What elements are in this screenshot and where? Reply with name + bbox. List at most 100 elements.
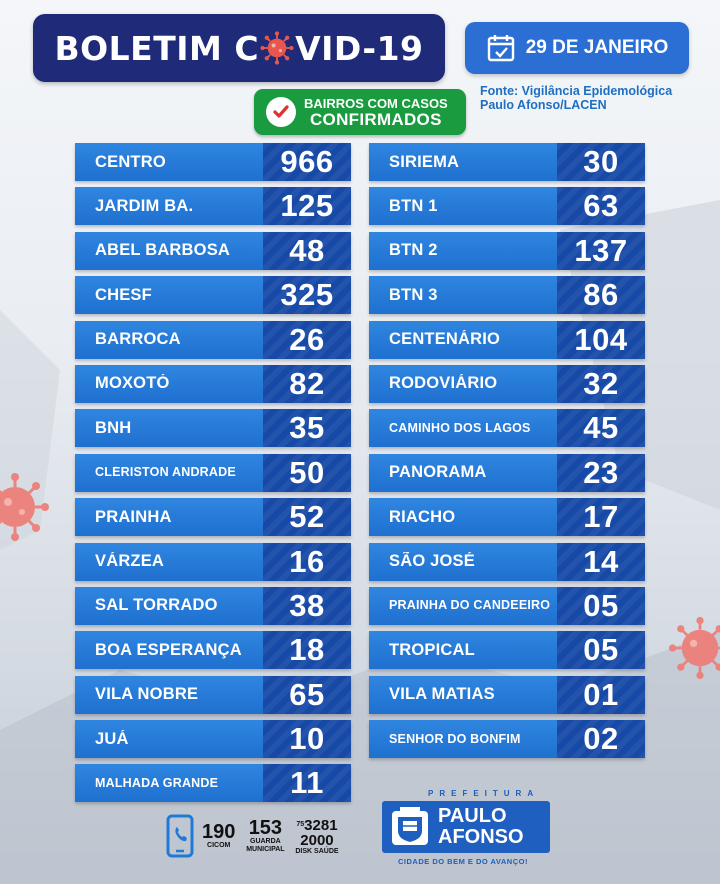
emergency-contacts: 190 CICOM 153 GUARDA MUNICIPAL 753281 20… xyxy=(166,812,339,860)
neighborhood-row: SAL TORRADO 38 xyxy=(75,586,351,625)
neighborhood-row: BOA ESPERANÇA 18 xyxy=(75,631,351,670)
data-source: Fonte: Vigilância Epidemológica Paulo Af… xyxy=(480,84,710,112)
neighborhood-row: CAMINHO DOS LAGOS 45 xyxy=(369,409,645,448)
neighborhood-row: SÃO JOSÉ 14 xyxy=(369,542,645,581)
neighborhood-name: VÁRZEA xyxy=(95,552,165,571)
title-banner: BOLETIM C VID-19 xyxy=(33,14,445,82)
neighborhood-name: PRAINHA xyxy=(95,507,172,526)
case-count: 32 xyxy=(557,364,645,403)
case-count: 86 xyxy=(557,276,645,315)
neighborhood-row: CHESF 325 xyxy=(75,276,351,315)
neighborhood-row: BNH 35 xyxy=(75,409,351,448)
coronavirus-icon xyxy=(260,30,294,65)
neighborhood-row: BARROCA 26 xyxy=(75,320,351,359)
case-count: 104 xyxy=(557,320,645,359)
neighborhood-name: BTN 2 xyxy=(389,241,438,260)
cicom-number: 190 xyxy=(202,821,236,843)
case-count: 30 xyxy=(557,143,645,181)
neighborhood-row: BTN 1 63 xyxy=(369,187,645,226)
neighborhood-name: TROPICAL xyxy=(389,640,475,659)
case-count: 23 xyxy=(557,453,645,492)
neighborhood-row: MALHADA GRANDE 11 xyxy=(75,764,351,803)
case-count: 63 xyxy=(557,187,645,226)
neighborhood-row: JUÁ 10 xyxy=(75,720,351,759)
neighborhood-name: MALHADA GRANDE xyxy=(95,776,219,790)
neighborhood-name: BOA ESPERANÇA xyxy=(95,640,242,659)
check-icon xyxy=(266,97,296,127)
logo-box: PAULO AFONSO xyxy=(382,801,550,853)
case-count: 48 xyxy=(263,231,351,270)
calendar-icon xyxy=(487,35,514,62)
neighborhood-row: PRAINHA DO CANDEEIRO 05 xyxy=(369,586,645,625)
neighborhood-name: VILA NOBRE xyxy=(95,685,199,704)
neighborhood-name: BNH xyxy=(95,418,132,437)
case-count: 137 xyxy=(557,231,645,270)
logo-slogan: CIDADE DO BEM E DO AVANÇO! xyxy=(398,857,528,866)
coronavirus-icon xyxy=(668,616,720,680)
case-count: 325 xyxy=(263,276,351,315)
title-part-2: VID-19 xyxy=(295,28,424,68)
disk-prefix: 75 xyxy=(296,820,305,828)
neighborhood-row: SENHOR DO BONFIM 02 xyxy=(369,720,645,759)
badge-line-2: CONFIRMADOS xyxy=(309,110,442,129)
neighborhood-name: SÃO JOSÉ xyxy=(389,552,475,571)
neighborhood-name: ABEL BARBOSA xyxy=(95,241,231,260)
neighborhood-name: BARROCA xyxy=(95,330,181,349)
case-count: 16 xyxy=(263,542,351,581)
neighborhood-name: PRAINHA DO CANDEEIRO xyxy=(389,599,551,613)
neighborhood-name: SAL TORRADO xyxy=(95,596,218,615)
neighborhood-row: BTN 3 86 xyxy=(369,276,645,315)
city-hall-logo: PREFEITURA PAULO AFONSO CIDADE DO BEM E … xyxy=(380,789,552,871)
neighborhood-name: RODOVIÁRIO xyxy=(389,374,498,393)
neighborhood-name: PANORAMA xyxy=(389,463,487,482)
confirmed-cases-badge: BAIRROS COM CASOS CONFIRMADOS xyxy=(254,89,466,135)
badge-label: BAIRROS COM CASOS CONFIRMADOS xyxy=(304,96,448,128)
crest-icon xyxy=(392,807,428,845)
neighborhood-row: BTN 2 137 xyxy=(369,231,645,270)
case-count: 65 xyxy=(263,675,351,714)
neighborhood-name: MOXOTÓ xyxy=(95,374,170,393)
neighborhood-row: PRAINHA 52 xyxy=(75,498,351,537)
badge-line-1: BAIRROS COM CASOS xyxy=(304,96,448,111)
case-count: 14 xyxy=(557,542,645,581)
case-count: 01 xyxy=(557,675,645,714)
phone-icon xyxy=(166,814,194,858)
neighborhood-row: MOXOTÓ 82 xyxy=(75,364,351,403)
guarda-number: 153 xyxy=(248,817,283,839)
source-line-1: Fonte: Vigilância Epidemológica xyxy=(480,84,673,98)
neighborhood-row: JARDIM BA. 125 xyxy=(75,187,351,226)
neighborhood-row: RODOVIÁRIO 32 xyxy=(369,364,645,403)
cicom-contact: 190 CICOM xyxy=(202,822,235,850)
cicom-label: CICOM xyxy=(207,842,231,849)
bulletin-date: 29 DE JANEIRO xyxy=(525,37,669,58)
coronavirus-icon xyxy=(0,473,49,541)
case-count: 966 xyxy=(263,143,351,181)
logo-name-line-1: PAULO xyxy=(438,805,507,827)
case-count: 05 xyxy=(557,631,645,670)
case-count: 05 xyxy=(557,586,645,625)
neighborhood-name: CHESF xyxy=(95,285,152,304)
case-count: 02 xyxy=(557,720,645,759)
title-part-1: BOLETIM C xyxy=(54,28,260,68)
neighborhood-row: TROPICAL 05 xyxy=(369,631,645,670)
case-count: 45 xyxy=(557,409,645,448)
neighborhood-name: BTN 1 xyxy=(389,196,438,215)
neighborhood-name: SENHOR DO BONFIM xyxy=(389,732,521,746)
case-count: 18 xyxy=(263,631,351,670)
neighborhood-name: CAMINHO DOS LAGOS xyxy=(389,421,531,435)
neighborhood-row: CENTRO 966 xyxy=(75,143,351,181)
neighborhood-row: VILA MATIAS 01 xyxy=(369,675,645,714)
guarda-contact: 153 GUARDA MUNICIPAL xyxy=(243,818,287,854)
disk-number-2: 2000 xyxy=(300,831,334,849)
case-count: 17 xyxy=(557,498,645,537)
neighborhood-name: CENTENÁRIO xyxy=(389,330,501,349)
disk-saude-contact: 753281 2000 DISK SAÚDE xyxy=(295,817,338,856)
neighborhood-name: JARDIM BA. xyxy=(95,196,194,215)
neighborhood-name: VILA MATIAS xyxy=(389,685,495,704)
case-count: 125 xyxy=(263,187,351,226)
neighborhood-row: SIRIEMA 30 xyxy=(369,143,645,181)
logo-name-line-2: AFONSO xyxy=(438,826,524,848)
case-count: 35 xyxy=(263,409,351,448)
logo-city-name: PAULO AFONSO xyxy=(438,806,524,848)
neighborhood-row: CLÉRISTON ANDRADE 50 xyxy=(75,453,351,492)
